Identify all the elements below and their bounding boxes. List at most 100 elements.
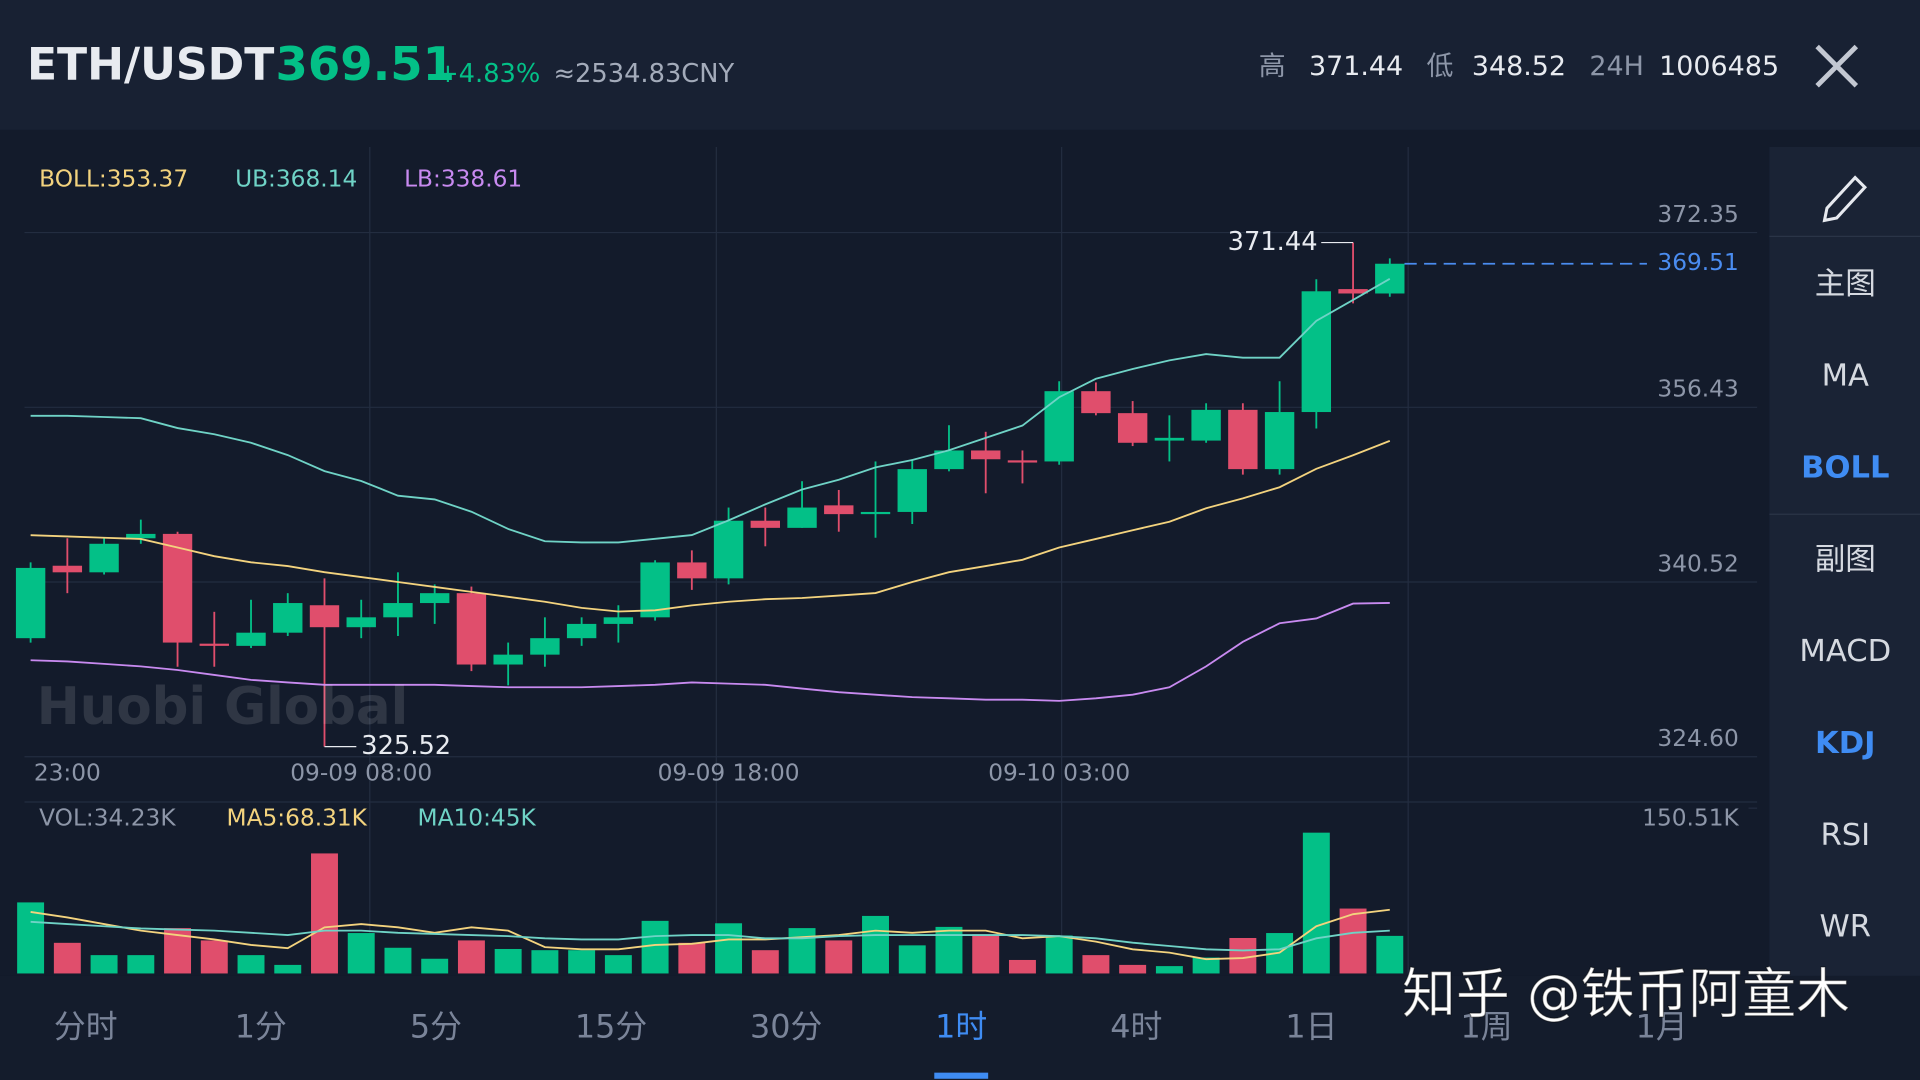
indicator-line — [30, 602, 1390, 702]
candle-body — [199, 643, 229, 646]
candle-body — [603, 617, 634, 624]
vol-value: 1006485 — [1659, 51, 1779, 82]
volume-bar — [494, 948, 522, 974]
volume-bar — [1339, 908, 1367, 974]
volume-bar — [531, 950, 559, 974]
indicator-line — [30, 920, 1390, 952]
timeframe-tab[interactable]: 1周 — [1460, 1008, 1512, 1046]
legend-entry: BOLL:353.37 — [39, 165, 188, 192]
active-tab-indicator — [934, 1072, 989, 1079]
indicator-option[interactable]: 副图 — [1815, 542, 1876, 577]
volume-bar — [751, 950, 779, 974]
low-value: 348.52 — [1472, 51, 1566, 82]
indicator-option[interactable]: KDJ — [1815, 726, 1876, 761]
candle-body — [1338, 289, 1368, 294]
timeframe-tab[interactable]: 4时 — [1110, 1008, 1162, 1046]
volume-bar — [1376, 935, 1404, 974]
indicator-option[interactable]: 主图 — [1815, 267, 1876, 302]
volume-bar — [678, 942, 706, 974]
cny-price: ≈2534.83CNY — [553, 59, 734, 89]
plot-layer: 372.35 356.43 340.52 324.60 23:00 09-09 08:00… — [15, 165, 1758, 974]
candle-body — [1228, 409, 1258, 470]
watermark: Huobi Global — [37, 677, 409, 737]
volume-bar — [568, 950, 596, 974]
header-bar — [0, 0, 1920, 130]
candle-body — [52, 565, 83, 573]
timeframe-tab[interactable]: 5分 — [410, 1008, 462, 1046]
candle-body — [1375, 263, 1405, 294]
candle-body — [162, 533, 193, 643]
timeframe-tab[interactable]: 1分 — [235, 1008, 287, 1046]
vol-label: 24H — [1589, 51, 1644, 82]
legend-entry: MA10:45K — [418, 805, 537, 832]
sidebar — [1769, 146, 1920, 976]
y-tick-label: 356.43 — [1657, 376, 1738, 403]
current-price-label: 369.51 — [1657, 249, 1738, 276]
candle-body — [309, 605, 340, 628]
volume-bar — [1045, 935, 1073, 974]
draw-tool-icon[interactable] — [1822, 175, 1868, 223]
timeframe-tab[interactable]: 15分 — [575, 1008, 647, 1046]
volume-bar — [1192, 957, 1220, 974]
volume-bar — [1302, 832, 1330, 974]
timeframe-tab[interactable]: 1日 — [1285, 1008, 1337, 1046]
legend-entry: LB:338.61 — [404, 165, 522, 192]
last-price: 369.51 — [276, 37, 455, 91]
volume-bar — [1155, 966, 1183, 974]
candle-body — [1081, 391, 1111, 414]
candle-body — [1154, 437, 1185, 441]
candle-body — [824, 505, 854, 515]
high-marker-label: 371.44 — [1228, 227, 1318, 257]
indicator-line — [30, 908, 1390, 961]
indicator-option[interactable]: MACD — [1799, 634, 1891, 669]
high-value: 371.44 — [1309, 51, 1403, 82]
indicator-option[interactable]: WR — [1820, 910, 1872, 945]
volume-bar — [90, 955, 118, 974]
volume-bar — [715, 923, 743, 974]
y-tick-label: 324.60 — [1657, 725, 1738, 752]
credit-watermark: 知乎 @铁币阿童木 — [1402, 963, 1850, 1026]
indicator-option[interactable]: BOLL — [1801, 450, 1889, 485]
candle-body — [971, 450, 1001, 460]
volume-bar — [347, 933, 375, 974]
x-tick-label: 09-09 18:00 — [658, 759, 800, 786]
high-label: 高 — [1259, 51, 1286, 82]
volume-bar — [1082, 955, 1110, 974]
indicator-line — [30, 277, 1391, 544]
close-button[interactable] — [1815, 44, 1859, 88]
indicator-option[interactable]: RSI — [1820, 818, 1870, 853]
timeframe-tab[interactable]: 1时 — [935, 1008, 987, 1046]
y-tick-label: 372.35 — [1657, 201, 1738, 228]
volume-bar — [237, 955, 265, 974]
indicator-line — [30, 440, 1391, 613]
volume-bar — [1119, 964, 1147, 974]
volume-bar — [311, 853, 338, 974]
candle-body — [1044, 391, 1074, 462]
volume-bar — [384, 947, 412, 974]
timeframe-tab[interactable]: 1月 — [1636, 1008, 1688, 1046]
indicator-option[interactable]: MA — [1822, 359, 1869, 394]
candle-body — [273, 603, 303, 633]
volume-bar — [457, 940, 485, 974]
candle-body — [860, 511, 891, 515]
timeframe-tab[interactable]: 分时 — [54, 1008, 118, 1046]
candle-body — [1191, 409, 1221, 441]
volume-bar — [53, 942, 81, 974]
candle-body — [126, 533, 156, 539]
volume-bar — [788, 928, 816, 974]
volume-bar — [604, 955, 632, 974]
legend-entry: MA5:68.31K — [227, 805, 368, 832]
candle-body — [383, 603, 413, 618]
volume-bar — [825, 940, 853, 974]
candle-body — [89, 543, 119, 573]
candle-body — [456, 593, 487, 665]
low-label: 低 — [1427, 51, 1454, 82]
timeframe-tab[interactable]: 30分 — [750, 1008, 822, 1046]
candle-body — [750, 520, 780, 528]
candle-body — [15, 567, 46, 639]
candle-body — [566, 623, 597, 639]
x-tick-label: 09-10 03:00 — [988, 759, 1130, 786]
